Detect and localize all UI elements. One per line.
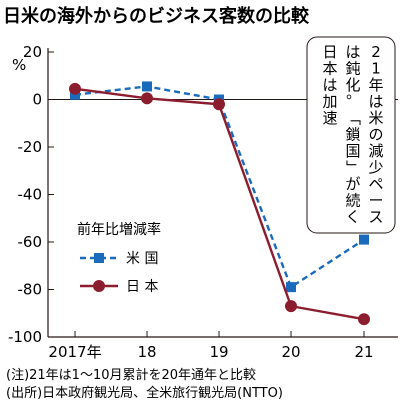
x-tick-label: 18 [137, 343, 156, 361]
legend: 前年比増減率 米 国日 本 [77, 221, 161, 295]
data-point [359, 234, 369, 245]
x-tick-label: 19 [209, 343, 228, 361]
annotation-char: は [345, 43, 360, 61]
x-tick-label: 2017年 [48, 343, 101, 361]
annotation-frame [306, 36, 396, 234]
y-tick-label: -80 [18, 281, 43, 299]
legend-label: 日 本 [126, 279, 158, 295]
legend-label: 米 国 [126, 251, 158, 267]
annotation-char: ス [368, 208, 383, 226]
annotation-char: 国 [345, 142, 360, 160]
annotation-char: が [345, 175, 360, 193]
annotation-char: 速 [322, 109, 337, 127]
annotation-char: 2 [371, 43, 381, 61]
annotation-char: 続 [345, 192, 360, 210]
data-point [285, 300, 297, 313]
legend-title: 前年比増減率 [77, 221, 161, 238]
annotation-char: 鈍 [345, 60, 360, 78]
y-unit-label: % [12, 56, 26, 74]
note-text: (注)21年は1～10月累計を20年通年と比較 [6, 367, 256, 383]
x-axis: 2017年 18 19 20 21 [48, 331, 398, 361]
data-point [141, 92, 153, 105]
data-point [286, 282, 296, 293]
y-axis: 20 0 -20 -40 -60 -80 -100 [8, 43, 398, 346]
x-tick-label: 20 [281, 343, 300, 361]
annotation-column: は鈍化。「鎖国」が続く [344, 43, 362, 226]
annotation-char: 1 [371, 60, 381, 78]
annotation-char: 」 [344, 160, 362, 175]
annotation-char: ペ [368, 175, 383, 193]
annotation-char: 本 [322, 60, 337, 78]
series-lines [69, 81, 370, 326]
chart-title: 日米の海外からのビジネス客数の比較 [3, 5, 310, 27]
legend-marker [94, 253, 104, 263]
data-point [213, 98, 225, 111]
y-tick-label: -60 [18, 233, 43, 251]
annotation-char: 加 [322, 93, 337, 111]
data-point [358, 313, 370, 326]
data-point [142, 81, 152, 92]
y-tick-label: 20 [23, 43, 42, 61]
data-point [69, 82, 81, 95]
y-tick-label: 0 [32, 91, 42, 109]
y-tick-label: -100 [8, 328, 42, 346]
annotation-char: 日 [322, 43, 337, 61]
y-tick-label: -20 [18, 138, 43, 156]
annotation-char: 減 [368, 142, 383, 160]
x-tick-label: 21 [354, 343, 373, 361]
annotation-char: 「 [344, 110, 362, 125]
source-text: (出所)日本政府観光局、全米旅行観光局(NTTO) [6, 385, 283, 401]
annotation-char: 化 [345, 76, 360, 94]
annotation-char: く [345, 208, 360, 226]
annotation-char: 鎖 [345, 126, 360, 144]
annotation-char: 少 [368, 159, 383, 177]
annotation-char: は [322, 76, 337, 94]
annotation-char: は [368, 93, 383, 111]
annotation-char: 米 [368, 109, 383, 127]
annotation-char: 年 [368, 76, 383, 94]
legend-marker [93, 280, 105, 292]
annotation-char: ー [368, 192, 383, 210]
y-tick-label: -40 [18, 186, 43, 204]
annotation-char: 。 [344, 94, 362, 109]
annotation-char: の [368, 126, 383, 144]
series-japan [69, 82, 370, 326]
